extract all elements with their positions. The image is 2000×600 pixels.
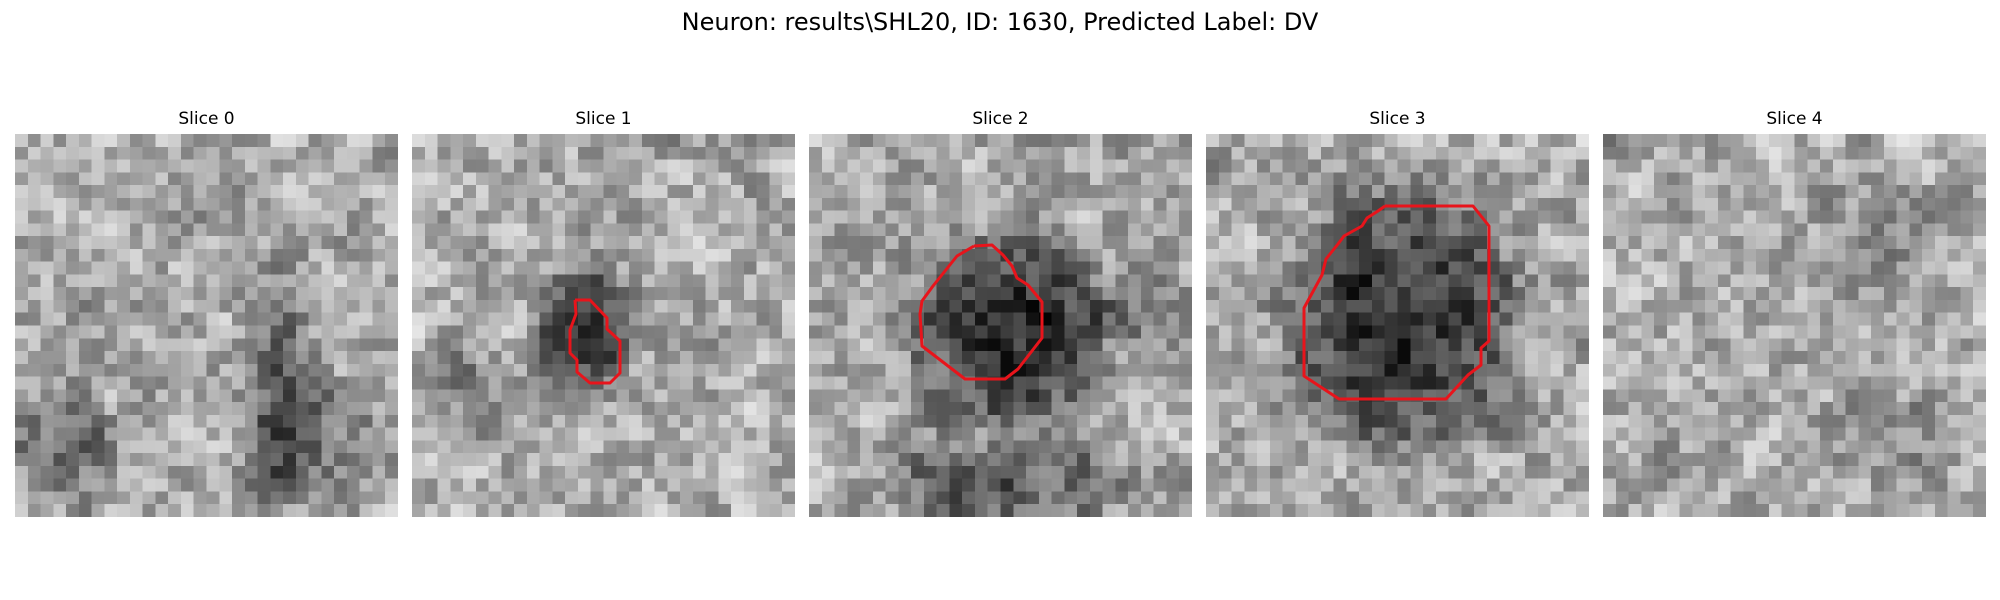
slice-title: Slice 3: [1206, 108, 1589, 130]
slice-panel-3: Slice 3: [1206, 108, 1589, 130]
slice-panel-0: Slice 0: [15, 108, 398, 130]
slice-title: Slice 2: [809, 108, 1192, 130]
slice-panel-4: Slice 4: [1603, 108, 1986, 130]
roi-contour: [412, 134, 795, 517]
slice-title: Slice 0: [15, 108, 398, 130]
slice-image: [1603, 134, 1986, 517]
slice-image: [15, 134, 398, 517]
slice-title: Slice 4: [1603, 108, 1986, 130]
roi-contour: [1206, 134, 1589, 517]
slice-panel-1: Slice 1: [412, 108, 795, 130]
slice-panel-2: Slice 2: [809, 108, 1192, 130]
slice-title: Slice 1: [412, 108, 795, 130]
figure-title: Neuron: results\SHL20, ID: 1630, Predict…: [0, 7, 2000, 37]
roi-contour: [809, 134, 1192, 517]
